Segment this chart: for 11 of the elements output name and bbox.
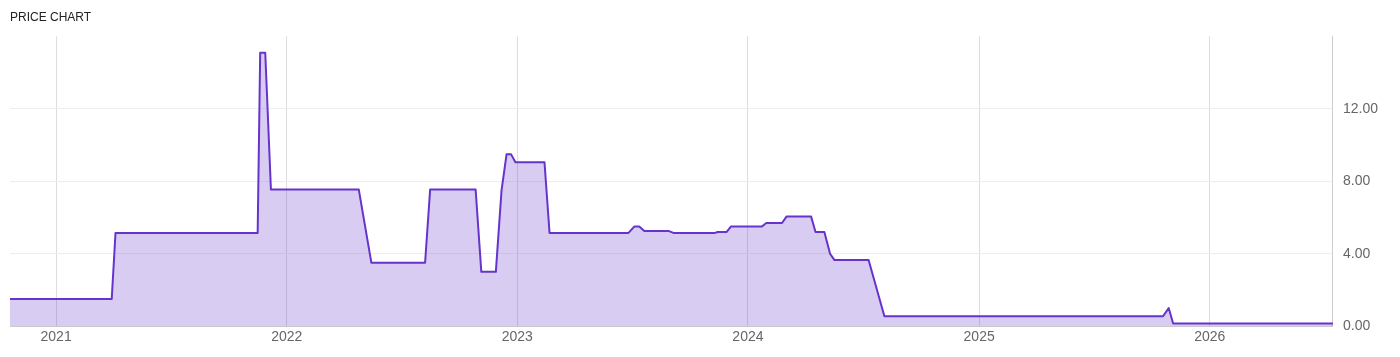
y-tick-label: 0.00: [1342, 317, 1371, 334]
x-tick-label: 2021: [40, 328, 72, 345]
y-tick-label: 8.00: [1342, 172, 1371, 189]
y-tick-label: 4.00: [1342, 244, 1371, 261]
x-tick-label: 2024: [732, 328, 764, 345]
x-tick-label: 2023: [501, 328, 534, 345]
y-tick-label: 12.00: [1342, 99, 1379, 116]
x-tick-label: 2025: [963, 328, 995, 345]
x-tick-label: 2026: [1194, 328, 1226, 345]
chart-title: PRICE CHART: [10, 9, 92, 24]
x-tick-label: 2022: [271, 328, 303, 345]
